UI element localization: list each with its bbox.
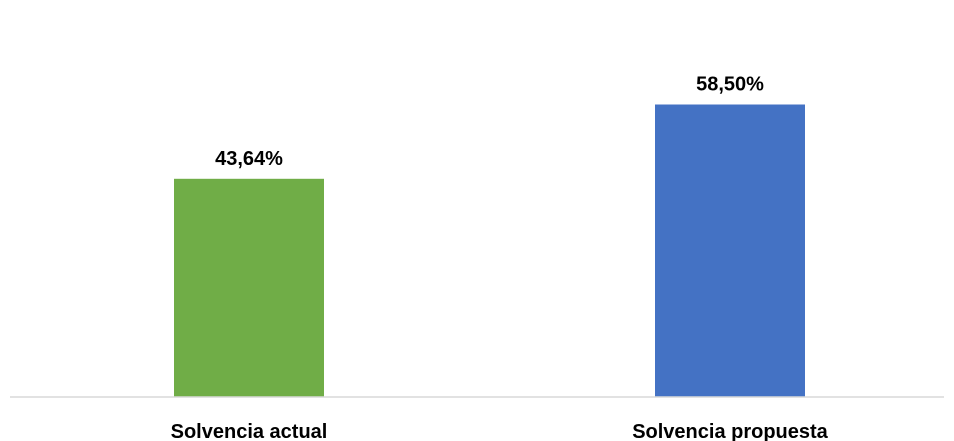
labels-group: 43,64% Solvencia actual 58,50% Solvencia pr… [171,74,829,441]
bar-solvencia-actual [174,178,324,397]
data-label: 58,50% [696,74,764,96]
bars-group [174,104,805,397]
bar-solvencia-propuesta [655,104,805,397]
category-label: Solvencia actual [171,421,328,441]
category-label: Solvencia propuesta [632,421,828,441]
data-label: 43,64% [215,148,283,170]
